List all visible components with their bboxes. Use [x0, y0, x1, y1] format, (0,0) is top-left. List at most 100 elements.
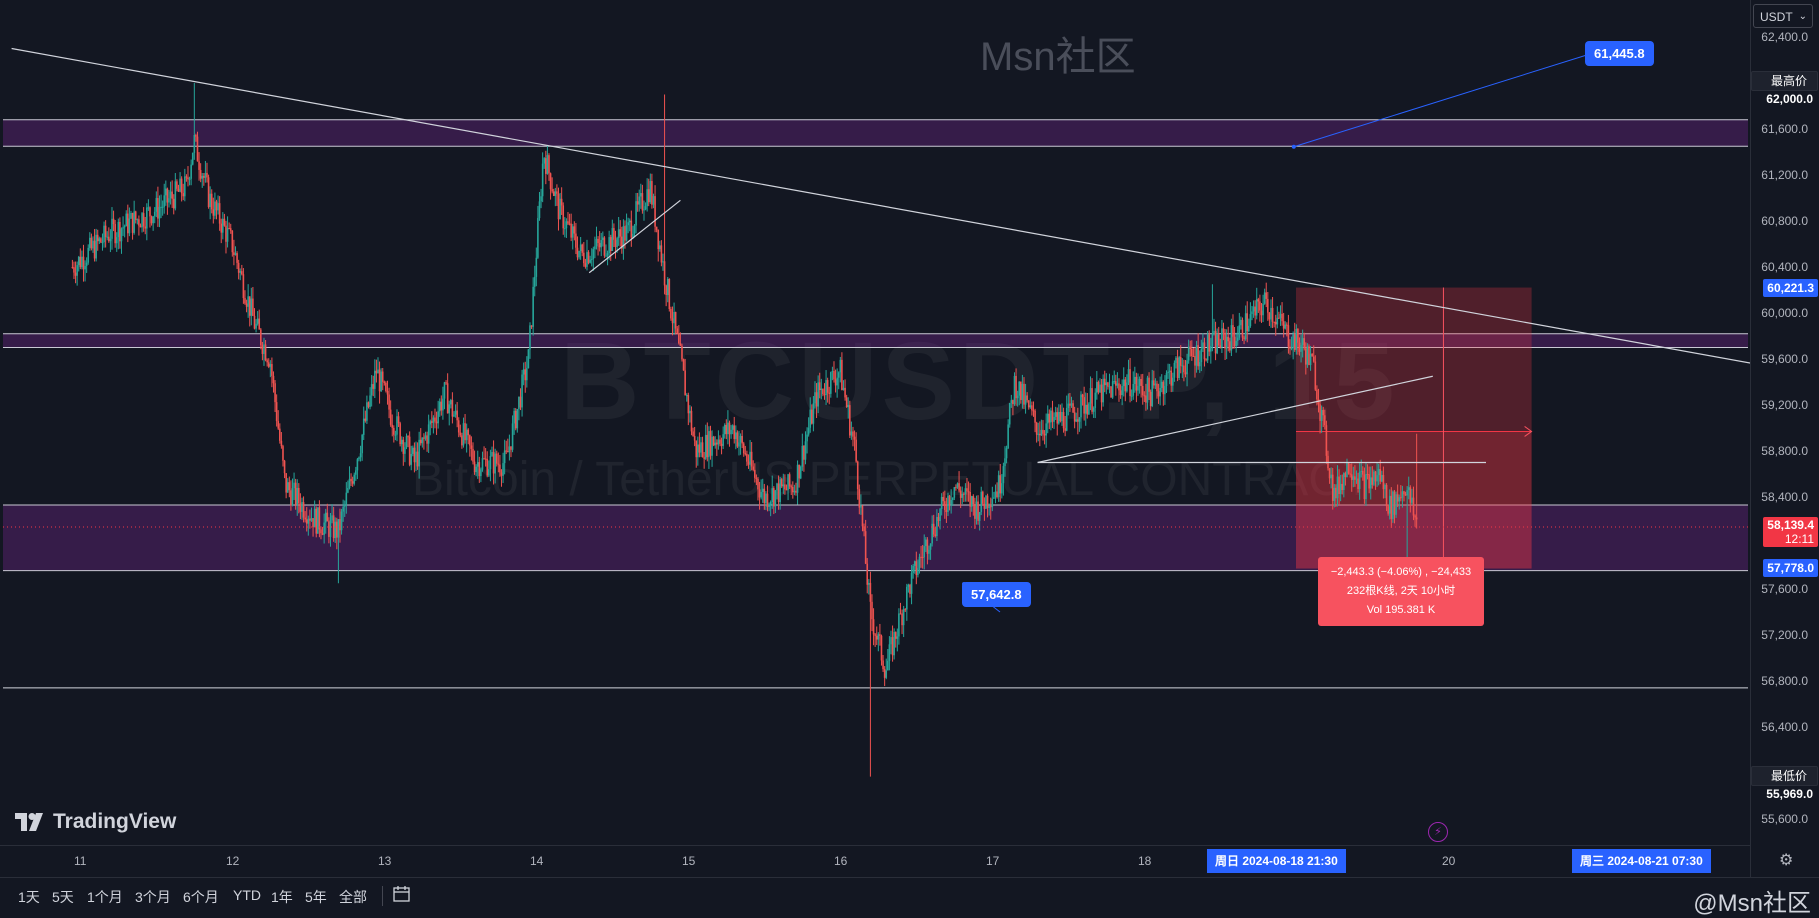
candle-body-331 — [595, 238, 598, 247]
candle-body-693 — [1168, 370, 1171, 372]
range-button-1[interactable]: 5天 — [52, 889, 74, 905]
candle-body-302 — [549, 173, 552, 190]
range-button-2[interactable]: 1个月 — [87, 889, 123, 905]
candle-body-428 — [749, 451, 751, 465]
candle-body-733 — [1232, 325, 1234, 337]
candle-body-390 — [689, 410, 691, 414]
lightning-icon[interactable]: ⚡ — [1428, 822, 1448, 842]
candle-body-250 — [467, 429, 470, 436]
candle-body-11 — [89, 237, 91, 248]
candle-body-587 — [1001, 483, 1003, 494]
candle-body-193 — [377, 369, 379, 374]
candle-body-347 — [621, 236, 623, 249]
candle-body-196 — [381, 371, 384, 382]
candle-body-657 — [1111, 381, 1114, 398]
candle-body-438 — [765, 493, 767, 504]
candle-body-495 — [855, 439, 857, 462]
candle-body-839 — [1400, 497, 1402, 499]
candle-body-58 — [163, 195, 166, 207]
candle-body-208 — [400, 439, 403, 445]
candle-body-571 — [975, 501, 978, 519]
candle-body-95 — [222, 218, 224, 233]
price-plot[interactable] — [0, 0, 1750, 845]
candle-body-502 — [866, 563, 869, 585]
candle-body-605 — [1029, 405, 1032, 408]
measure-bars: 232根K线, 2天 10小时 — [1346, 585, 1456, 597]
candle-body-524 — [901, 613, 903, 626]
candle-body-559 — [956, 483, 959, 488]
candle-body-757 — [1270, 307, 1272, 320]
candle-body-849 — [1415, 517, 1418, 520]
candle-body-700 — [1179, 356, 1182, 366]
measure-change: −2,443.3 (−4.06%) , −24,433 — [1330, 566, 1472, 578]
candle-body-811 — [1355, 478, 1358, 480]
candle-body-740 — [1243, 337, 1245, 340]
candle-body-671 — [1134, 376, 1136, 384]
candle-body-822 — [1373, 471, 1375, 485]
candle-body-555 — [950, 500, 952, 505]
candle-body-271 — [500, 472, 503, 476]
chart-area[interactable]: Msn社区 BTCUSDT.P, 15 Bitcoin / TetherUS P… — [0, 0, 1750, 845]
candle-body-15 — [95, 234, 97, 259]
candle-body-172 — [343, 504, 346, 507]
candle-body-453 — [788, 474, 791, 487]
candle-body-340 — [609, 237, 612, 251]
time-axis[interactable]: 11 12 13 14 15 16 17 18 20 周日 2024-08-18 21:30 周… — [0, 822, 1750, 878]
candle-body-19 — [101, 242, 104, 244]
range-button-0[interactable]: 1天 — [18, 889, 40, 905]
candle-body-779 — [1305, 348, 1307, 365]
candle-body-214 — [410, 453, 413, 465]
candle-body-163 — [329, 520, 332, 537]
candle-body-81 — [199, 169, 202, 179]
candle-body-470 — [815, 392, 818, 407]
candle-body-352 — [628, 220, 631, 223]
candle-body-588 — [1002, 466, 1005, 484]
candle-body-780 — [1306, 346, 1309, 365]
candle-body-166 — [334, 521, 337, 539]
candle-body-491 — [849, 405, 851, 436]
range-button-6[interactable]: 1年 — [271, 889, 293, 905]
candle-body-541 — [928, 549, 930, 554]
candle-body-355 — [633, 225, 636, 234]
candle-body-209 — [402, 439, 405, 454]
candle-body-648 — [1097, 382, 1100, 393]
candle-body-378 — [670, 308, 672, 319]
candle-body-698 — [1176, 357, 1179, 379]
range-button-8[interactable]: 全部 — [339, 889, 367, 905]
candle-body-105 — [237, 262, 240, 273]
candle-body-751 — [1260, 310, 1263, 316]
candle-body-645 — [1092, 407, 1095, 412]
date-range-icon[interactable] — [392, 885, 412, 903]
candle-body-240 — [451, 400, 454, 417]
low-price-label: 最低价 — [1770, 769, 1807, 783]
candle-body-699 — [1178, 356, 1180, 379]
range-button-4[interactable]: 6个月 — [183, 889, 219, 905]
candle-body-52 — [153, 211, 156, 217]
price-callout-low[interactable]: 57,642.8 — [962, 582, 1031, 607]
candle-body-734 — [1233, 336, 1236, 347]
candle-body-773 — [1295, 328, 1298, 350]
currency-value: USDT — [1760, 10, 1793, 24]
candle-body-374 — [663, 261, 666, 286]
currency-select[interactable]: USDT ⌄ — [1753, 4, 1813, 28]
price-callout-high[interactable]: 61,445.8 — [1585, 41, 1654, 66]
candle-body-66 — [176, 181, 178, 189]
range-button-5[interactable]: YTD — [233, 887, 261, 903]
candle-body-199 — [386, 390, 389, 395]
candle-body-848 — [1414, 515, 1416, 518]
price-axis[interactable]: USDT ⌄ 62,400.0 61,600.0 61,200.0 60,800.0 6… — [1750, 0, 1819, 913]
settings-gear-icon[interactable]: ⚙ — [1779, 852, 1794, 869]
candle-body-221 — [421, 437, 424, 444]
candle-body-185 — [364, 418, 367, 421]
candle-body-115 — [253, 315, 256, 329]
range-button-7[interactable]: 5年 — [305, 889, 327, 905]
candle-body-584 — [996, 491, 998, 498]
candle-body-158 — [321, 533, 324, 535]
range-button-3[interactable]: 3个月 — [135, 889, 171, 905]
candle-body-393 — [693, 435, 696, 441]
candle-body-236 — [445, 382, 447, 384]
candle-body-569 — [972, 496, 975, 504]
candle-body-4 — [77, 256, 80, 266]
candle-body-836 — [1395, 494, 1397, 515]
candle-body-238 — [448, 404, 451, 414]
